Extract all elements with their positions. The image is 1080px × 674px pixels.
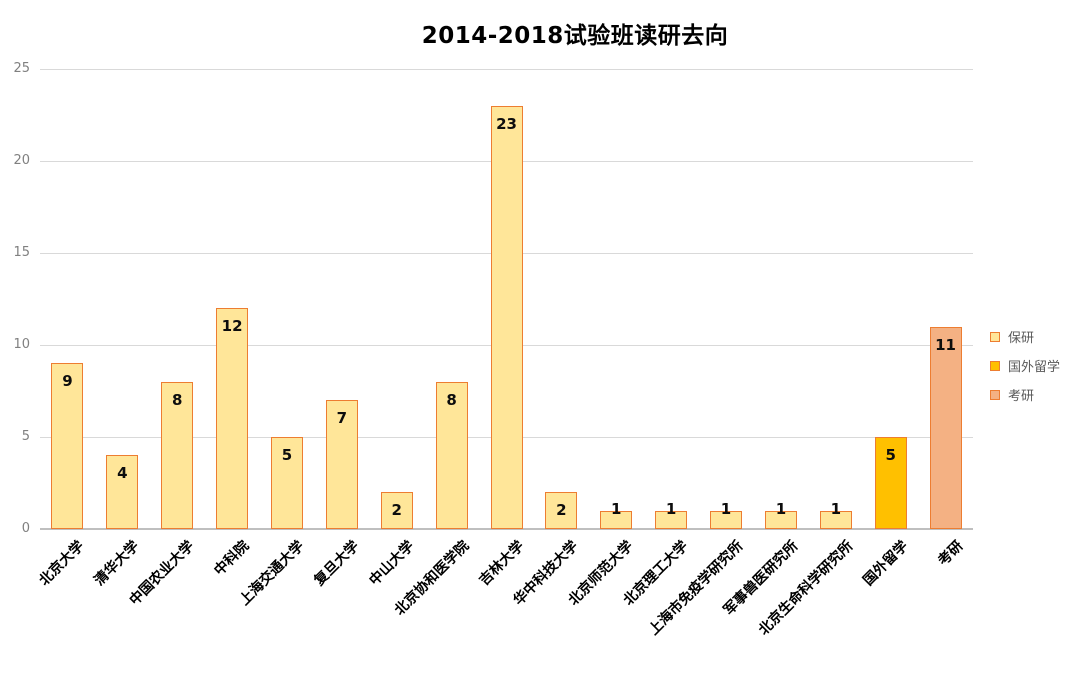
bar: [435, 381, 468, 529]
y-axis-tick-label: 0: [21, 521, 30, 536]
legend-label: 国外留学: [1008, 360, 1061, 375]
legend-label: 考研: [1008, 389, 1035, 404]
x-axis-category-label: 中山大学: [366, 538, 418, 589]
bar: [490, 105, 523, 529]
x-axis-category-label: 北京生命科学研究所: [755, 538, 857, 639]
bar: [325, 400, 358, 529]
bar: [600, 510, 633, 529]
bar-data-label: 11: [935, 335, 956, 354]
bar-data-label: 12: [221, 317, 243, 336]
x-axis-category-label: 北京大学: [36, 538, 88, 589]
bar-data-label: 23: [496, 114, 517, 133]
bar-data-label: 8: [446, 390, 457, 409]
y-axis-tick-label: 25: [13, 61, 30, 76]
bar: [764, 510, 797, 529]
legend-swatch-icon: [990, 360, 1000, 371]
bar: [270, 437, 303, 529]
bar: [710, 510, 743, 529]
bar-data-label: 8: [171, 390, 183, 409]
x-axis-category-label: 上海市免疫学研究所: [645, 538, 747, 639]
bar: [106, 455, 139, 529]
bar-data-label: 1: [611, 499, 622, 518]
bar: [874, 437, 907, 529]
bar-data-label: 1: [720, 499, 732, 518]
x-axis-category-label: 清华大学: [91, 538, 143, 589]
y-axis-tick-label: 20: [13, 153, 30, 168]
y-axis-tick-label: 5: [21, 429, 30, 444]
bar-data-label: 7: [336, 409, 348, 428]
x-axis-category-label: 复旦大学: [311, 538, 363, 589]
legend-swatch-icon: [990, 331, 1000, 342]
y-axis-tick-label: 10: [13, 337, 30, 352]
bar-data-label: 5: [281, 446, 293, 464]
bar: [380, 492, 413, 529]
chart-legend: 保研 国外留学 考研: [990, 327, 1060, 414]
bar: [655, 510, 688, 529]
bar-data-label: 1: [830, 499, 841, 518]
x-axis-category-label: 中科院: [211, 538, 253, 580]
bar-data-label: 2: [556, 501, 567, 520]
gridline: [40, 69, 973, 70]
bar: [216, 308, 249, 529]
legend-item: 保研: [990, 327, 1060, 346]
bar: [161, 381, 194, 529]
x-axis-category-label: 考研: [934, 538, 966, 570]
bar: [819, 510, 852, 529]
bar: [929, 326, 962, 529]
x-axis-category-label: 吉林大学: [475, 538, 527, 589]
bar-data-label: 1: [665, 499, 677, 518]
x-axis-category-label: 国外留学: [860, 538, 912, 589]
bar: [51, 363, 84, 529]
bar-data-label: 4: [117, 464, 128, 483]
bar-data-label: 1: [775, 499, 787, 518]
bar-data-label: 2: [391, 501, 402, 520]
legend-item: 国外留学: [990, 356, 1060, 375]
x-axis-line: [40, 528, 973, 530]
legend-item: 考研: [990, 385, 1060, 404]
legend-label: 保研: [1008, 331, 1035, 346]
bar: [545, 492, 578, 529]
bar-data-label: 5: [885, 446, 896, 464]
bar-data-label: 9: [62, 372, 73, 391]
y-axis-tick-label: 15: [13, 245, 30, 260]
legend-swatch-icon: [990, 389, 1000, 400]
chart-title: 2014-2018试验班读研去向: [421, 23, 729, 49]
